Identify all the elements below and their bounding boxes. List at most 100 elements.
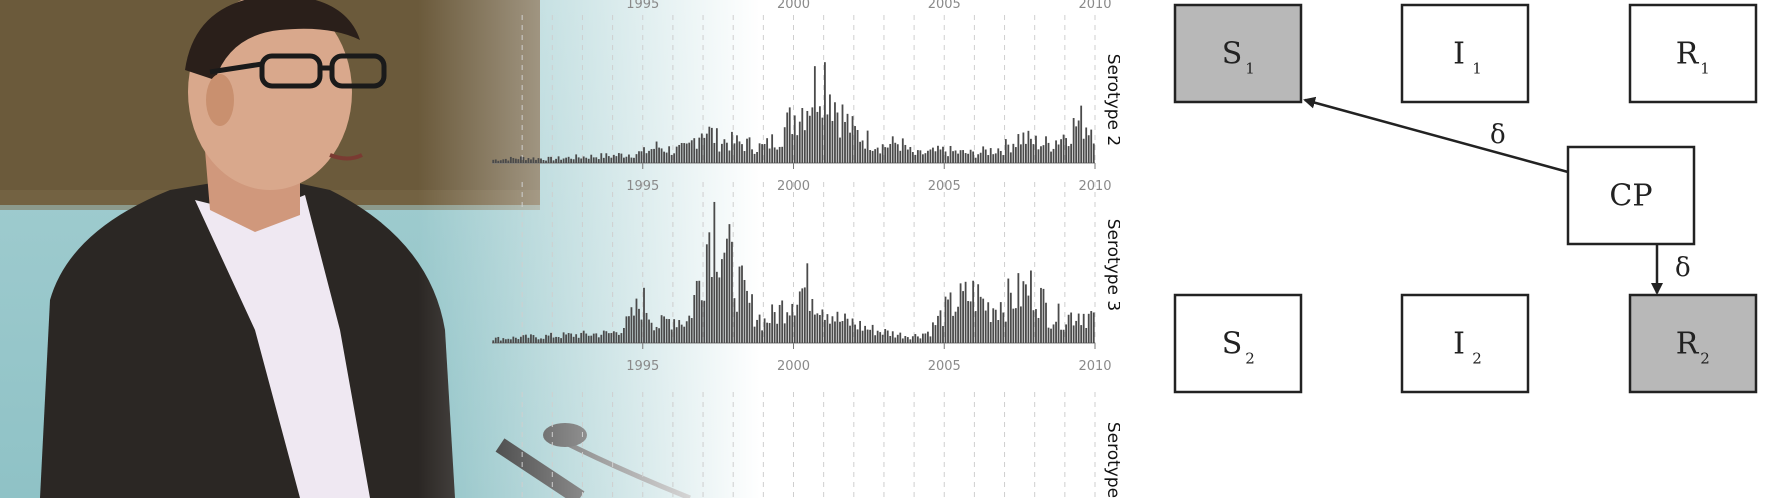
serotype-label: Serotype — [1103, 422, 1120, 498]
bar — [585, 333, 588, 343]
bar — [1075, 126, 1078, 163]
bar — [914, 334, 917, 343]
bar — [683, 326, 686, 343]
bar — [640, 319, 643, 343]
bar — [884, 329, 887, 343]
bar — [1017, 273, 1020, 343]
bar — [1025, 284, 1027, 343]
bar — [673, 153, 676, 163]
bar — [798, 121, 801, 163]
bar — [668, 319, 671, 343]
bar — [924, 333, 927, 343]
bar — [728, 224, 731, 343]
bar — [1087, 135, 1090, 163]
bar — [746, 290, 748, 343]
bar — [756, 151, 758, 163]
bar — [582, 156, 585, 163]
bar — [532, 335, 535, 343]
bar — [620, 333, 623, 343]
bar — [512, 158, 515, 163]
bar — [992, 154, 995, 163]
bar — [635, 298, 638, 343]
bar — [678, 320, 681, 343]
bar — [645, 153, 648, 163]
bar — [567, 156, 570, 163]
bar — [869, 329, 872, 343]
bar — [743, 279, 746, 343]
bar — [575, 334, 578, 343]
bar — [731, 131, 733, 163]
bar — [1092, 143, 1095, 163]
bar — [896, 334, 899, 343]
bar — [1045, 136, 1047, 163]
bar — [899, 332, 902, 343]
bar — [723, 252, 726, 343]
node-label: CP — [1609, 179, 1652, 214]
bar — [738, 266, 741, 343]
bar — [834, 102, 836, 163]
bar — [715, 128, 718, 163]
bar — [504, 158, 507, 163]
bar — [741, 144, 743, 163]
bar — [726, 238, 728, 343]
bar — [1017, 134, 1020, 163]
bar — [801, 108, 804, 163]
bar — [927, 150, 929, 163]
bar — [864, 148, 867, 163]
bar — [932, 147, 934, 163]
bar — [592, 333, 595, 343]
bar — [909, 146, 912, 163]
bar — [560, 338, 562, 343]
bar — [713, 142, 716, 163]
bar — [653, 330, 655, 343]
bar — [595, 333, 598, 343]
bar — [756, 319, 758, 343]
node-box — [1173, 3, 1303, 104]
bar — [1045, 302, 1047, 343]
bar — [507, 338, 510, 343]
bar — [942, 146, 944, 163]
node-label: R — [1676, 327, 1700, 362]
bar — [864, 325, 867, 343]
bar — [1060, 139, 1062, 163]
bar — [791, 134, 794, 163]
bar — [1047, 327, 1050, 343]
bar — [552, 160, 555, 163]
bar — [703, 300, 706, 343]
bar — [582, 330, 585, 343]
bar — [650, 322, 653, 343]
bar — [519, 156, 522, 163]
bar — [1042, 145, 1045, 163]
bar — [673, 319, 676, 343]
bar — [781, 146, 784, 163]
bar — [1065, 324, 1068, 343]
bar — [670, 329, 673, 343]
bar — [1019, 144, 1022, 163]
bar — [1040, 287, 1042, 343]
bar — [962, 150, 964, 163]
bar — [984, 149, 987, 163]
bar — [530, 334, 532, 343]
bar — [497, 336, 500, 343]
bar — [791, 303, 794, 343]
bar — [743, 151, 746, 163]
node-box — [1566, 145, 1696, 246]
bar — [854, 126, 856, 163]
node-subscript: 2 — [1700, 350, 1710, 368]
bar — [914, 154, 917, 163]
bar — [665, 318, 668, 343]
bar — [1052, 324, 1055, 343]
bar — [720, 259, 723, 343]
bar — [620, 153, 623, 163]
bar — [1062, 134, 1065, 163]
bar — [949, 145, 952, 163]
node-subscript: 1 — [1700, 60, 1710, 78]
bar — [670, 154, 673, 163]
bar — [947, 299, 949, 343]
bar — [517, 339, 520, 343]
